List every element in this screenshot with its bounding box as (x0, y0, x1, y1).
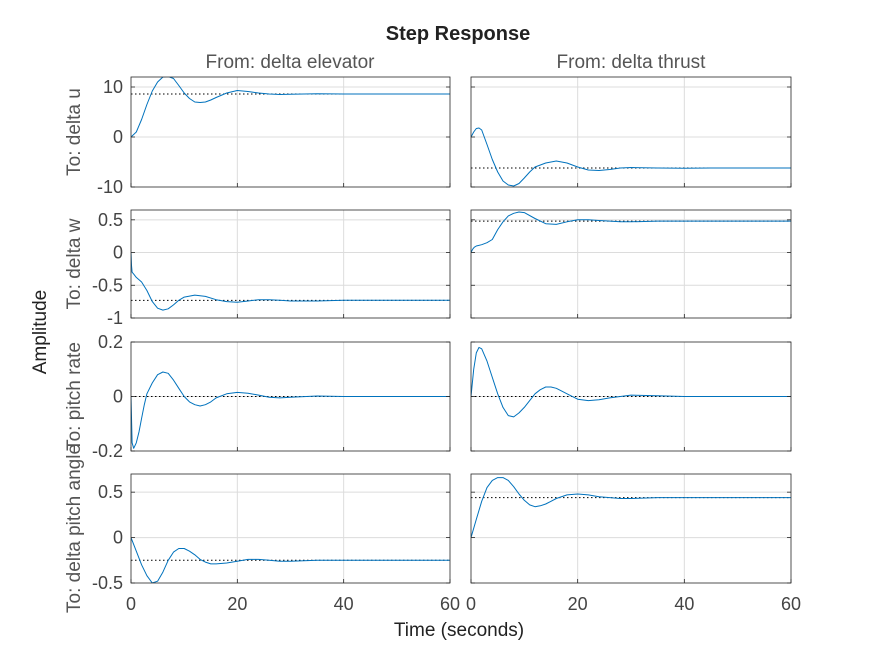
x-tick-label: 20 (227, 594, 247, 614)
y-tick-label: -0.2 (92, 441, 123, 461)
subplot-r3-c0: -0.500.50 20 40 60 (92, 473, 460, 614)
subplot-r3-c1: 0 20 40 60 (466, 473, 801, 614)
y-tick-label: -1 (107, 308, 123, 328)
y-tick-label: 0 (113, 387, 123, 407)
response-line (131, 371, 450, 449)
axes-frame (130, 209, 451, 319)
output-label-0: To: delta u (64, 88, 85, 176)
y-tick-label: 0.2 (98, 332, 123, 352)
axes-frame (130, 76, 451, 188)
y-tick-label: 10 (103, 77, 123, 97)
subplot-r0-c0: -10 0 10 (97, 76, 451, 197)
plot-area (471, 474, 791, 583)
input-label-elevator: From: delta elevator (206, 52, 376, 73)
y-tick-label: -0.5 (92, 275, 123, 295)
x-tick-label: 40 (334, 594, 354, 614)
y-tick-label: 0 (113, 528, 123, 548)
plot-area (131, 474, 450, 583)
axes-frame (130, 473, 451, 584)
response-line (471, 211, 791, 253)
x-tick-label: 0 (126, 594, 136, 614)
subplot-r1-c0: -1 -0.5 0 0.5 (92, 209, 451, 328)
axes-frame (470, 76, 792, 188)
response-line (471, 477, 791, 538)
x-tick-label: 0 (466, 594, 476, 614)
axes-frame (470, 473, 792, 584)
plot-area (131, 210, 450, 318)
x-tick-label: 60 (781, 594, 801, 614)
y-tick-label: 0.5 (98, 482, 123, 502)
chart-title: Step Response (386, 23, 530, 45)
y-tick-label: 0.5 (98, 210, 123, 230)
x-tick-label: 20 (568, 594, 588, 614)
y-tick-label: -10 (97, 177, 123, 197)
subplot-r2-c1 (470, 341, 792, 452)
subplot-r0-c1 (470, 76, 792, 188)
plot-area (471, 77, 791, 187)
y-axis-label: Amplitude (30, 290, 51, 375)
input-label-thrust: From: delta thrust (557, 52, 707, 73)
output-label-1: To: delta w (64, 218, 85, 309)
subplot-r1-c1 (470, 209, 792, 319)
output-label-3: To: delta pitch angle (64, 444, 85, 613)
axes-frame (470, 209, 792, 319)
y-tick-label: 0 (113, 127, 123, 147)
subplot-r2-c0: -0.2 0 0.2 (92, 332, 451, 461)
response-line (131, 77, 450, 138)
response-line (131, 537, 450, 583)
response-line (471, 346, 791, 418)
response-line (471, 127, 791, 187)
y-tick-label: -0.5 (92, 573, 123, 593)
x-axis-label: Time (seconds) (394, 620, 524, 641)
output-label-2: To: pitch rate (64, 342, 85, 451)
x-tick-label: 60 (440, 594, 460, 614)
response-line (131, 252, 450, 311)
x-tick-label: 40 (674, 594, 694, 614)
y-tick-label: 0 (113, 243, 123, 263)
plot-area (471, 210, 791, 318)
plot-area (131, 77, 450, 187)
